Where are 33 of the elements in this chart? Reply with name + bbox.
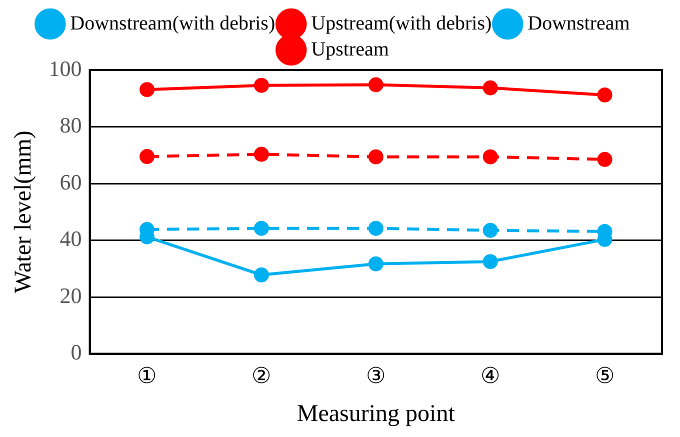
y-tick-label: 100 xyxy=(48,56,82,81)
y-tick-label: 20 xyxy=(60,282,82,308)
point xyxy=(254,267,269,282)
y-tick-label: 40 xyxy=(60,226,82,252)
point xyxy=(254,220,269,236)
x-tick-label: ④ xyxy=(480,362,500,388)
point xyxy=(597,152,612,167)
point xyxy=(482,222,498,238)
x-tick-label: ③ xyxy=(366,362,386,388)
x-axis-title: Measuring point xyxy=(296,400,456,427)
point xyxy=(140,149,155,164)
x-tick-label: ② xyxy=(251,362,272,388)
point xyxy=(368,256,384,272)
point xyxy=(368,220,384,236)
x-tick-label: ① xyxy=(137,362,158,388)
y-tick-label: 0 xyxy=(70,340,82,365)
legend-label: Downstream(with debris) xyxy=(70,12,276,34)
point xyxy=(254,78,269,93)
point xyxy=(140,82,155,98)
point xyxy=(482,80,498,96)
y-axis-title: Water level(mm) xyxy=(10,130,37,294)
legend-label: Upstream xyxy=(311,38,390,60)
legend-label: Upstream(with debris) xyxy=(311,12,492,34)
legend-label: Downstream xyxy=(528,12,630,34)
point xyxy=(482,254,498,270)
y-tick-label: 60 xyxy=(60,169,82,194)
point xyxy=(368,149,384,164)
point xyxy=(482,149,498,164)
point xyxy=(254,146,269,162)
point xyxy=(597,87,612,102)
y-tick-label: 80 xyxy=(60,112,82,138)
point xyxy=(368,77,384,92)
x-tick-label: ⑤ xyxy=(594,362,615,388)
